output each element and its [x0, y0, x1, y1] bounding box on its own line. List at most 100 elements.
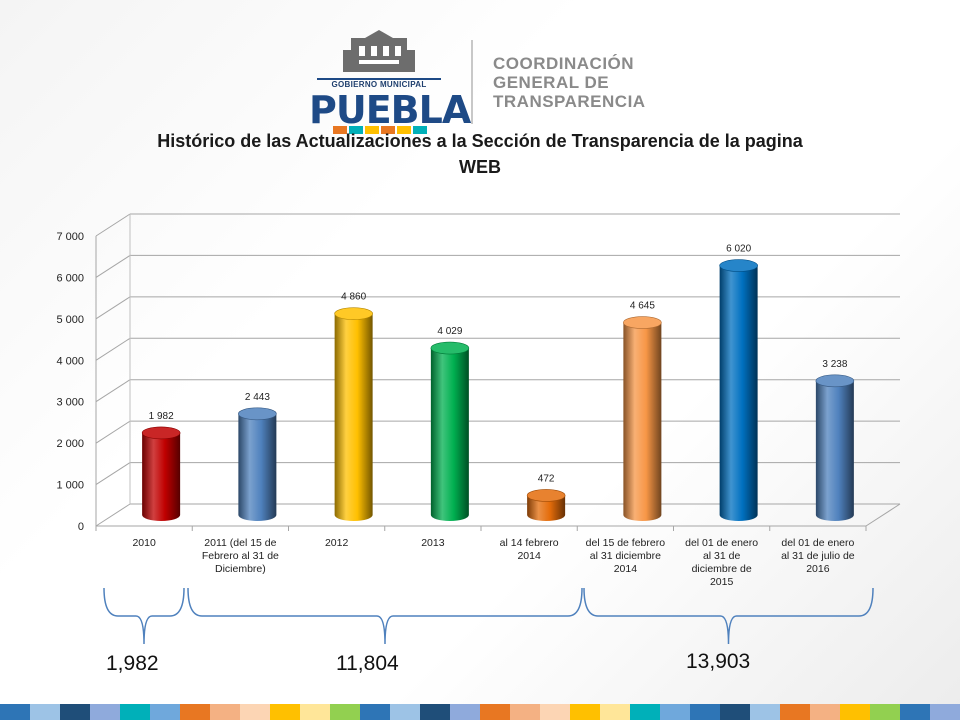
bar-top [719, 259, 758, 272]
brace-group-1 [103, 587, 185, 645]
bar: 4 029 [430, 326, 470, 521]
x-tick-label: del 01 de enero al 31 de diciembre de 2015 [685, 537, 758, 588]
bar: 3 238 [815, 359, 855, 521]
footer-stripe [300, 704, 330, 720]
bar-value-label: 6 020 [726, 244, 751, 255]
grid-diagonal [95, 462, 131, 485]
bar-top [623, 316, 662, 329]
bar: 472 [526, 473, 566, 521]
bar-top [430, 341, 470, 355]
bar-body [815, 380, 854, 521]
footer-stripe [660, 704, 690, 720]
footer-stripe [30, 704, 60, 720]
floor-right-edge [865, 503, 901, 527]
y-tick-label: 0 [78, 521, 84, 533]
puebla-building-icon [317, 30, 441, 134]
bar-top [141, 426, 181, 440]
bar-value-label: 4 645 [630, 301, 655, 312]
logo-divider [471, 40, 473, 124]
chart-title-line-2: WEB [459, 157, 501, 177]
x-axis: 2010 2011 (del 15 de Febrero al 31 de Dicie… [95, 526, 867, 588]
group-total-1: 1,982 [106, 652, 159, 675]
y-tick-label: 1 000 [56, 480, 84, 492]
bar: 1 982 [141, 411, 181, 521]
grid-diagonal [95, 337, 131, 361]
chart-grid [95, 213, 901, 527]
grid-diagonal [95, 255, 131, 278]
footer-stripe [600, 704, 630, 720]
footer-stripe [840, 704, 870, 720]
bar-value-label: 472 [538, 473, 555, 484]
bar-body [142, 432, 181, 521]
y-tick-label: 4 000 [56, 355, 84, 367]
footer-color-strip [0, 704, 960, 720]
bar-body [623, 322, 662, 521]
footer-stripe [420, 704, 450, 720]
bars: 1 982 2 443 4 860 4 029 472 4 645 6 020 3 238 [141, 244, 855, 521]
group-total-3: 13,903 [686, 650, 751, 673]
bar-body [238, 413, 277, 521]
footer-stripe [480, 704, 510, 720]
bar-body [527, 495, 566, 521]
bar-body [430, 348, 469, 521]
bar-value-label: 2 443 [245, 392, 270, 403]
grid-diagonal [95, 503, 131, 527]
bar-top [526, 489, 566, 502]
footer-stripe [270, 704, 300, 720]
x-tick-label: 2010 [132, 537, 156, 549]
logo-text: COORDINACIÓN GENERAL DE TRANSPARENCIA [493, 54, 646, 111]
footer-stripe [240, 704, 270, 720]
x-tick-label: 2012 [325, 537, 349, 549]
x-tick-label: al 14 febrero 2014 [500, 537, 559, 562]
chart-title-line-1: Histórico de las Actualizaciones a la Se… [157, 131, 803, 151]
grid-diagonal [95, 379, 131, 403]
footer-stripe [120, 704, 150, 720]
bar-value-label: 4 029 [437, 326, 462, 337]
footer-stripe [750, 704, 780, 720]
bar-top [815, 374, 855, 388]
footer-stripe [810, 704, 840, 720]
bar-top [238, 407, 277, 421]
bar-body [334, 313, 373, 521]
y-tick-label: 5 000 [56, 314, 84, 326]
bar: 2 443 [238, 392, 277, 521]
logo-line-2: GENERAL DE [493, 73, 610, 92]
footer-stripe [90, 704, 120, 720]
logo-line-1: COORDINACIÓN [493, 54, 635, 73]
footer-stripe [930, 704, 960, 720]
x-tick-label: 2013 [421, 537, 445, 549]
footer-stripe [450, 704, 480, 720]
y-tick-label: 6 000 [56, 272, 84, 284]
y-tick-label: 3 000 [56, 397, 84, 409]
x-tick-label: del 15 de febrero al 31 diciembre 2014 [586, 537, 666, 575]
y-tick-label: 7 000 [56, 231, 84, 243]
footer-stripe [540, 704, 570, 720]
footer-stripe [150, 704, 180, 720]
footer-stripe [180, 704, 210, 720]
footer-stripe [210, 704, 240, 720]
footer-stripe [900, 704, 930, 720]
bar: 4 645 [623, 301, 662, 521]
footer-stripe [780, 704, 810, 720]
logo-gov-label: GOBIERNO MUNICIPAL [331, 80, 427, 89]
x-tick-label: 2011 (del 15 de Febrero al 31 de Diciembre… [202, 537, 279, 575]
group-brackets [103, 587, 874, 645]
bar-value-label: 4 860 [341, 292, 366, 303]
y-tick-label: 2 000 [56, 438, 84, 450]
footer-stripe [570, 704, 600, 720]
footer-stripe [60, 704, 90, 720]
group-total-2: 11,804 [336, 652, 399, 675]
chart-title: Histórico de las Actualizaciones a la Se… [100, 128, 860, 180]
logo-city: PUEBLA [309, 88, 471, 132]
footer-stripe [330, 704, 360, 720]
bar-value-label: 3 238 [822, 359, 847, 370]
y-axis: 0 1 000 2 000 3 000 4 000 5 000 6 000 7 000 [56, 231, 84, 533]
bar-top [334, 307, 373, 320]
grid-diagonal [95, 420, 131, 444]
footer-stripe [630, 704, 660, 720]
footer-stripe [390, 704, 420, 720]
bar-body [719, 265, 758, 521]
x-tick-label: del 01 de enero al 31 de julio de 2016 [781, 537, 855, 575]
